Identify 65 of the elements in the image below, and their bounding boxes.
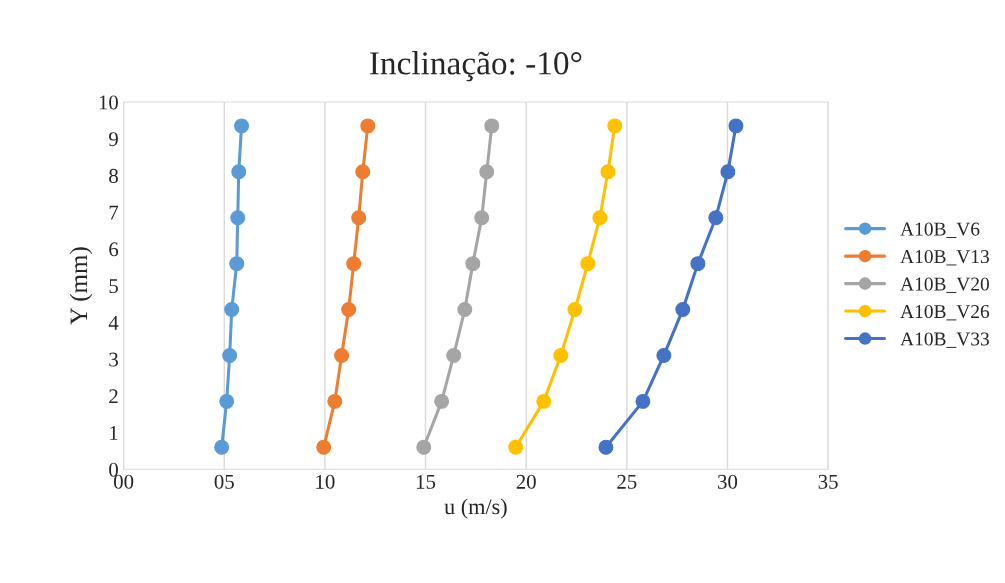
- point: [675, 302, 691, 318]
- point: [446, 347, 462, 363]
- point: [600, 164, 616, 180]
- x-tick-label: 20: [516, 474, 536, 489]
- point: [341, 302, 357, 318]
- y-tick-label: 3: [109, 352, 118, 367]
- x-tick-label: 30: [718, 474, 738, 489]
- y-tick-label: 7: [109, 205, 119, 220]
- point: [351, 210, 367, 226]
- point: [598, 439, 614, 455]
- point: [607, 118, 623, 134]
- x-tick-label: 15: [416, 474, 436, 489]
- legend-label: A10B_V20: [900, 277, 989, 293]
- point: [536, 393, 552, 409]
- y-tick-label: 2: [109, 389, 118, 404]
- point: [479, 164, 495, 180]
- y-tick-label: 10: [99, 95, 118, 110]
- y-tick-label: 5: [109, 279, 118, 294]
- point: [360, 118, 376, 134]
- point: [728, 118, 744, 134]
- x-tick-label: 25: [617, 474, 637, 489]
- point: [219, 393, 235, 409]
- point: [214, 439, 230, 455]
- legend-label: A10B_V6: [900, 222, 980, 238]
- y-axis-title: Y (mm): [69, 247, 93, 325]
- y-tick-label: 9: [109, 132, 118, 147]
- legend-label: A10B_V26: [900, 304, 990, 321]
- y-tick-label: 8: [109, 168, 118, 183]
- point: [567, 302, 583, 318]
- point: [434, 393, 450, 409]
- x-tick-label: 10: [316, 474, 335, 489]
- point: [316, 439, 332, 455]
- point: [234, 118, 250, 134]
- x-tick-label: 05: [214, 474, 234, 489]
- point: [327, 393, 343, 409]
- x-tick-label: 35: [818, 474, 838, 489]
- point: [457, 302, 473, 318]
- legend-label: A10B_V33: [900, 332, 989, 348]
- point: [222, 347, 238, 363]
- point: [484, 118, 500, 134]
- point: [230, 210, 246, 226]
- point: [553, 347, 569, 363]
- y-tick-label: 4: [108, 315, 119, 330]
- point: [229, 256, 245, 272]
- point: [635, 393, 651, 409]
- point: [708, 210, 724, 226]
- point: [508, 439, 524, 455]
- legend-label: A10B_V13: [900, 250, 989, 266]
- point: [465, 256, 481, 272]
- point: [580, 256, 596, 272]
- point: [656, 347, 672, 363]
- point: [224, 302, 240, 318]
- point: [720, 164, 736, 180]
- point: [592, 210, 608, 226]
- y-tick-label: 1: [110, 426, 118, 440]
- y-tick-label: 6: [109, 242, 119, 257]
- point: [231, 164, 247, 180]
- point: [690, 256, 706, 272]
- x-axis-title: u (m/s): [444, 498, 507, 519]
- point: [346, 256, 362, 272]
- point: [474, 210, 490, 226]
- point: [355, 164, 371, 180]
- point: [416, 439, 432, 455]
- chart-title: Inclinação: -10°: [369, 51, 582, 82]
- point: [334, 347, 350, 363]
